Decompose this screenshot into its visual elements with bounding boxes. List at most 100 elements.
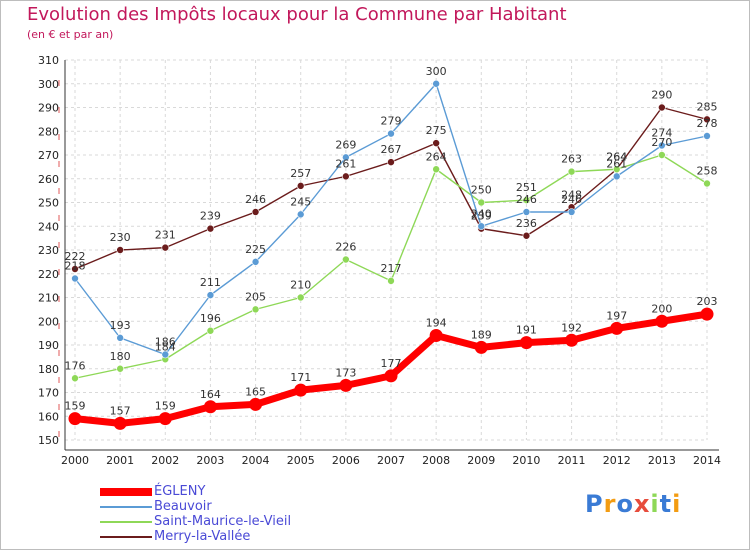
- data-label-1: 211: [200, 276, 221, 289]
- axis-layer: 1501601701801902002102202302402502602702…: [38, 54, 721, 467]
- data-label-0: 164: [200, 388, 221, 401]
- data-point-1: [567, 208, 576, 216]
- data-label-2: 217: [381, 262, 402, 275]
- data-point-2: [296, 293, 305, 302]
- data-point-0: [294, 383, 308, 397]
- y-tick-label: 180: [38, 363, 59, 376]
- data-label-3: 246: [245, 193, 266, 206]
- data-label-1: 246: [561, 193, 582, 206]
- legend-label: Beauvoir: [154, 499, 212, 514]
- data-point-2: [342, 255, 350, 264]
- data-label-1: 240: [471, 207, 492, 220]
- data-label-0: 159: [65, 400, 86, 413]
- data-label-0: 203: [697, 295, 718, 308]
- data-label-0: 200: [651, 302, 672, 315]
- data-point-2: [432, 165, 440, 174]
- data-label-3: 261: [335, 157, 356, 170]
- data-point-0: [113, 416, 127, 430]
- data-label-1: 245: [290, 195, 311, 208]
- logo-letter: x: [633, 490, 651, 518]
- data-point-2: [703, 179, 711, 188]
- data-label-0: 173: [335, 366, 356, 379]
- data-label-2: 210: [290, 279, 311, 292]
- data-label-0: 194: [426, 317, 447, 330]
- data-label-3: 290: [651, 89, 672, 102]
- data-label-1: 218: [65, 260, 86, 273]
- x-tick-label: 2005: [287, 454, 315, 467]
- data-point-0: [700, 307, 714, 321]
- data-point-3: [522, 231, 531, 240]
- data-label-2: 205: [245, 290, 266, 303]
- data-point-1: [703, 132, 711, 140]
- data-point-3: [206, 224, 215, 233]
- series-layer: [68, 79, 714, 430]
- x-tick-label: 2001: [106, 454, 134, 467]
- x-tick-label: 2003: [196, 454, 224, 467]
- y-tick-label: 230: [38, 244, 59, 257]
- data-label-2: 270: [651, 136, 672, 149]
- data-point-2: [477, 198, 486, 207]
- legend-swatch: [100, 536, 152, 538]
- data-label-0: 157: [110, 404, 131, 417]
- data-label-2: 184: [155, 340, 176, 353]
- data-label-1: 186: [155, 336, 176, 349]
- data-label-2: 250: [471, 184, 492, 197]
- data-label-1: 274: [651, 127, 672, 140]
- data-point-3: [71, 265, 79, 273]
- data-point-1: [161, 350, 170, 359]
- legend-swatch: [100, 488, 152, 496]
- data-point-0: [429, 329, 443, 342]
- x-tick-label: 2000: [61, 454, 89, 467]
- data-label-1: 278: [697, 117, 718, 130]
- logo-letter: P: [585, 490, 604, 518]
- data-label-1: 193: [110, 319, 131, 332]
- x-tick-label: 2006: [332, 454, 360, 467]
- data-label-3: 236: [516, 217, 537, 230]
- data-point-0: [474, 340, 488, 354]
- data-point-3: [703, 115, 711, 124]
- data-point-0: [339, 378, 353, 392]
- data-label-0: 192: [561, 321, 582, 334]
- data-label-2: 251: [516, 181, 537, 194]
- data-point-1: [296, 210, 305, 219]
- y-tick-label: 200: [38, 315, 59, 328]
- data-point-2: [206, 326, 215, 335]
- x-tick-label: 2010: [512, 454, 540, 467]
- data-point-1: [522, 208, 531, 216]
- x-tick-label: 2007: [377, 454, 405, 467]
- data-label-3: 222: [65, 250, 86, 263]
- data-label-1: 225: [245, 243, 266, 256]
- data-label-3: 285: [697, 100, 718, 113]
- data-point-1: [206, 291, 215, 299]
- data-label-1: 279: [381, 115, 402, 128]
- data-label-0: 159: [155, 400, 176, 413]
- data-point-0: [655, 314, 669, 328]
- data-point-1: [116, 334, 124, 342]
- data-point-1: [432, 79, 440, 88]
- data-label-3: 239: [200, 210, 221, 223]
- y-tick-label: 150: [38, 434, 59, 447]
- y-tick-label: 160: [38, 410, 59, 423]
- data-label-2: 258: [697, 165, 718, 178]
- data-point-1: [658, 141, 666, 150]
- y-tick-label: 170: [38, 387, 59, 400]
- data-label-3: 257: [290, 167, 311, 180]
- data-label-2: 176: [65, 359, 86, 372]
- x-tick-label: 2014: [693, 454, 721, 467]
- data-label-3: 275: [426, 124, 447, 137]
- data-label-3: 231: [155, 229, 176, 242]
- data-point-0: [384, 369, 398, 383]
- y-tick-label: 310: [38, 54, 59, 67]
- data-point-2: [567, 167, 576, 176]
- logo-letter: i: [650, 490, 660, 518]
- data-label-2: 226: [335, 241, 356, 254]
- chart-title: Evolution des Impôts locaux pour la Comm…: [27, 4, 567, 25]
- data-point-1: [387, 129, 395, 138]
- data-point-1: [251, 258, 260, 266]
- legend-label: Merry-la-Vallée: [154, 529, 251, 544]
- data-point-3: [658, 103, 666, 112]
- data-point-0: [610, 321, 624, 335]
- data-point-2: [71, 374, 79, 383]
